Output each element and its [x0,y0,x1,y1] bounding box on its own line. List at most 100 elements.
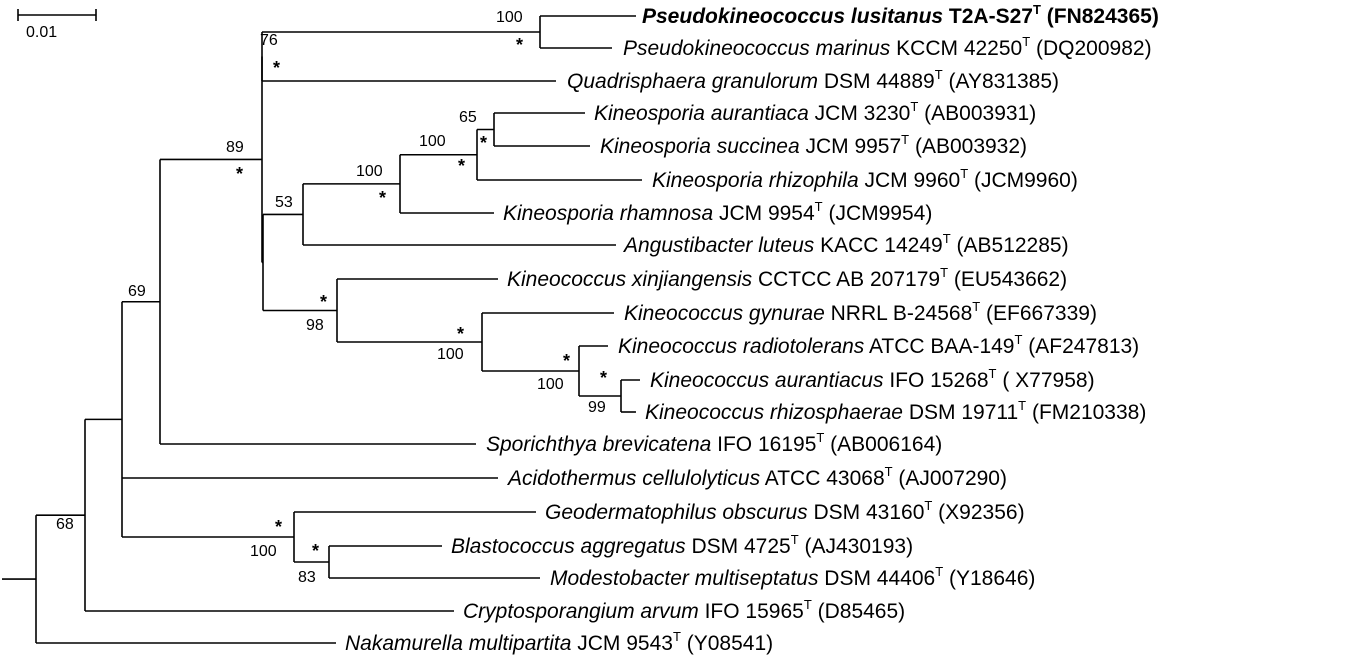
taxon-accession: (EF667339) [980,302,1097,325]
taxon-accession: (JCM9954) [823,202,933,225]
type-strain-mark: T [943,231,951,246]
taxon-accession: (D85465) [812,600,905,623]
scale-bar: 0.01 [17,9,97,41]
taxon-strain: DSM 19711 [903,401,1018,424]
taxon-name: Pseudokineococcus lusitanus [642,5,943,28]
taxon-accession: (AB006164) [824,433,942,456]
taxon-strain: T2A-S27 [943,5,1033,28]
taxon-accession: (JCM9960) [968,169,1078,192]
type-strain-mark: T [1018,398,1026,413]
support-value: 53 [275,194,293,211]
taxon-strain: IFO 15965 [699,600,804,623]
taxon-name: Angustibacter luteus [622,234,815,257]
taxon-accession: ( X77958) [997,369,1095,392]
taxon-accession: (FN824365) [1041,5,1159,28]
type-strain-mark: T [935,67,943,82]
type-strain-mark: T [1014,332,1022,347]
type-strain-mark: T [972,299,980,314]
taxon-strain: DSM 44406 [818,567,935,590]
taxon-label: Kineococcus xinjiangensis CCTCC AB 20717… [507,265,1067,291]
taxon-name: Acidothermus cellulolyticus [506,467,761,490]
significance-star: * [600,368,607,388]
type-strain-mark: T [924,498,932,513]
support-value: 100 [250,543,277,560]
taxon-label: Pseudokineococcus marinus KCCM 42250T (D… [623,34,1152,60]
taxon-name: Kineococcus aurantiacus [650,369,884,392]
significance-star: * [312,541,319,561]
significance-star: * [273,58,280,78]
taxon-accession: (Y18646) [943,567,1035,590]
taxon-accession: (EU543662) [948,268,1067,291]
significance-star: * [275,517,282,537]
taxon-label: Sporichthya brevicatena IFO 16195T (AB00… [486,430,942,456]
type-strain-mark: T [673,629,681,644]
support-value: 68 [56,516,74,533]
taxon-name: Cryptosporangium arvum [463,600,699,623]
taxon-accession: (X92356) [932,501,1024,524]
taxon-label: Cryptosporangium arvum IFO 15965T (D8546… [463,597,905,623]
taxon-strain: JCM 9954 [713,202,815,225]
taxon-accession: (DQ200982) [1030,37,1151,60]
type-strain-mark: T [804,597,812,612]
taxon-strain: IFO 15268 [883,369,988,392]
taxon-label: Kineococcus radiotolerans ATCC BAA-149T … [618,332,1139,358]
taxon-name: Geodermatophilus obscurus [545,501,808,524]
taxon-strain: CCTCC AB 207179 [752,268,940,291]
taxon-label: Kineosporia rhamnosa JCM 9954T (JCM9954) [503,199,932,225]
support-value: 65 [459,109,477,126]
taxon-name: Quadrisphaera granulorum [567,70,818,93]
support-value: 76 [260,32,278,49]
taxon-strain: KACC 14249 [814,234,942,257]
support-value: 100 [496,9,523,26]
significance-star: * [320,292,327,312]
taxon-accession: (Y08541) [681,632,773,655]
type-strain-mark: T [901,132,909,147]
taxon-strain: ATCC 43068 [760,467,885,490]
type-strain-mark: T [989,366,997,381]
support-value: 98 [306,317,324,334]
taxon-name: Nakamurella multipartita [345,632,571,655]
support-value: 100 [419,133,446,150]
taxon-name: Kineosporia rhizophila [652,169,859,192]
taxon-label: Acidothermus cellulolyticus ATCC 43068T … [506,464,1007,490]
taxon-strain: DSM 4725 [686,535,791,558]
taxon-strain: JCM 9543 [571,632,673,655]
significance-star: * [457,324,464,344]
taxon-label: Kineosporia succinea JCM 9957T (AB003932… [600,132,1027,158]
taxon-name: Blastococcus aggregatus [451,535,686,558]
taxon-strain: JCM 9957 [800,135,902,158]
taxon-accession: (AB512285) [951,234,1069,257]
taxon-name: Kineosporia rhamnosa [503,202,713,225]
type-strain-mark: T [910,99,918,114]
taxon-strain: ATCC BAA-149 [864,335,1014,358]
taxon-name: Kineococcus xinjiangensis [507,268,753,291]
taxon-label: Pseudokineococcus lusitanus T2A-S27T (FN… [642,2,1159,28]
support-values: 100 76 65 100 100 53 89 98 100 100 99 69 100 83 68 * * * *… [56,9,607,586]
type-strain-mark: T [815,199,823,214]
taxon-name: Kineococcus rhizosphaerae [645,401,903,424]
taxon-strain: NRRL B-24568 [825,302,972,325]
significance-star: * [379,188,386,208]
taxon-label: Modestobacter multiseptatus DSM 44406T (… [550,564,1035,590]
taxon-strain: JCM 9960 [859,169,961,192]
taxon-label: Nakamurella multipartita JCM 9543T (Y085… [345,629,773,655]
taxon-label: Kineosporia rhizophila JCM 9960T (JCM996… [652,166,1078,192]
taxon-accession: (AB003932) [909,135,1027,158]
taxon-name: Sporichthya brevicatena [486,433,711,456]
taxon-strain: DSM 44889 [818,70,935,93]
support-value: 100 [537,376,564,393]
significance-star: * [236,164,243,184]
support-value: 100 [437,346,464,363]
taxon-label: Kineococcus aurantiacus IFO 15268T ( X77… [650,366,1095,392]
type-strain-mark: T [885,464,893,479]
taxon-label: Kineococcus gynurae NRRL B-24568T (EF667… [624,299,1097,325]
taxon-accession: (AF247813) [1022,335,1139,358]
taxon-label: Kineococcus rhizosphaerae DSM 19711T (FM… [645,398,1146,424]
taxon-accession: (AB003931) [918,102,1036,125]
significance-star: * [516,35,523,55]
taxon-label: Kineosporia aurantiaca JCM 3230T (AB0039… [594,99,1036,125]
taxon-labels: Pseudokineococcus lusitanus T2A-S27 T (FN… [345,2,1159,655]
significance-star: * [480,133,487,153]
support-value: 100 [356,163,383,180]
